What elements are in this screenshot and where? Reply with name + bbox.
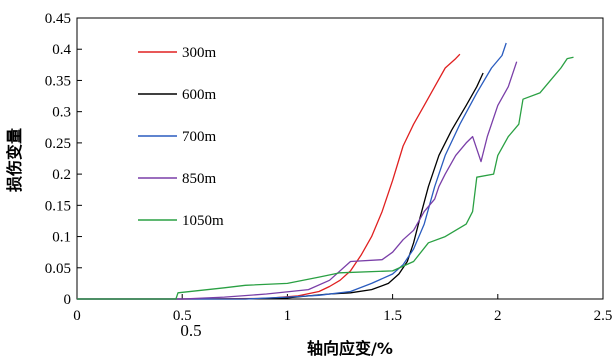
legend-label-600m: 600m (182, 87, 217, 103)
series-line-850m (77, 62, 517, 299)
y-tick-label: 0.1 (52, 230, 71, 246)
legend-label-300m: 300m (182, 45, 217, 61)
legend: 300m 600m 700m 850m 1050m (138, 45, 224, 229)
series-layer (77, 43, 574, 299)
series-line-700m (77, 43, 506, 299)
y-tick-label: 0.4 (52, 42, 71, 58)
plot-frame (77, 18, 603, 299)
y-tick-label: 0.25 (45, 136, 71, 152)
y-tick-label: 0.2 (52, 167, 71, 183)
y-axis: 0 0.05 0.1 0.15 0.2 0.25 0.3 0.35 0.4 0.45 (45, 11, 82, 308)
x-tick-label: 0 (73, 308, 81, 324)
y-tick-label: 0.05 (45, 261, 71, 277)
x-tick-label: 1.5 (383, 308, 402, 324)
series-line-600m (77, 73, 483, 299)
legend-label-700m: 700m (182, 129, 217, 145)
tick-annotation: 0.5 (180, 321, 201, 340)
legend-label-1050m: 1050m (182, 213, 224, 229)
y-tick-label: 0 (64, 292, 72, 308)
x-axis-title: 轴向应变/% (307, 339, 393, 358)
x-tick-label: 1 (284, 308, 292, 324)
x-tick-label: 2.5 (594, 308, 613, 324)
x-tick-label: 2 (494, 308, 502, 324)
y-tick-label: 0.3 (52, 105, 71, 121)
y-tick-label: 0.15 (45, 198, 71, 214)
legend-label-850m: 850m (182, 171, 217, 187)
series-line-300m (77, 54, 460, 299)
y-axis-title: 损伤变量 (5, 128, 24, 192)
y-tick-label: 0.45 (45, 11, 71, 27)
y-tick-label: 0.35 (45, 73, 71, 89)
